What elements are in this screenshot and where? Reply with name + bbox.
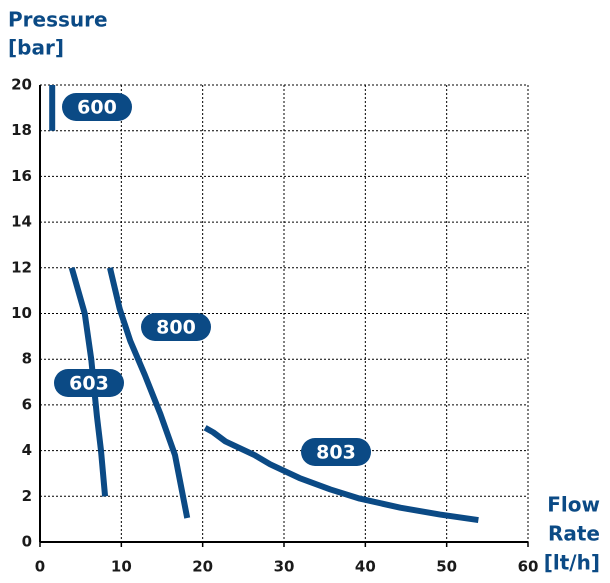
y-axis-title: Pressure	[8, 8, 108, 32]
y-tick-label: 14	[11, 213, 32, 231]
x-axis-title: Flow	[547, 493, 600, 517]
series-label: 603	[69, 373, 109, 395]
y-tick-label: 18	[11, 121, 32, 139]
series-line	[203, 425, 479, 524]
x-tick-label: 20	[192, 558, 213, 576]
y-tick-label: 4	[22, 441, 32, 459]
y-tick-label: 0	[22, 533, 32, 551]
x-axis-title: [lt/h]	[544, 551, 600, 575]
x-tick-label: 10	[111, 558, 132, 576]
y-tick-label: 12	[11, 258, 32, 276]
x-tick-label: 30	[274, 558, 295, 576]
y-tick-label: 6	[22, 395, 32, 413]
series-line	[107, 267, 191, 519]
series-label-box	[141, 313, 211, 341]
y-tick-label: 20	[11, 76, 32, 94]
y-axis-title: [bar]	[8, 36, 64, 60]
y-tick-label: 16	[11, 167, 32, 185]
x-axis-title: Rate	[548, 522, 600, 546]
x-tick-label: 0	[35, 558, 45, 576]
x-tick-label: 60	[518, 558, 539, 576]
series-label-box	[54, 369, 124, 397]
series-label-box	[62, 93, 132, 121]
series-label: 600	[77, 97, 117, 119]
y-tick-label: 2	[22, 487, 32, 505]
y-tick-label: 10	[11, 304, 32, 322]
x-tick-label: 50	[436, 558, 457, 576]
y-tick-label: 8	[22, 350, 32, 368]
x-tick-label: 40	[355, 558, 376, 576]
series-label: 800	[156, 317, 196, 339]
series-label-box	[301, 438, 371, 466]
series-label: 803	[316, 442, 356, 464]
